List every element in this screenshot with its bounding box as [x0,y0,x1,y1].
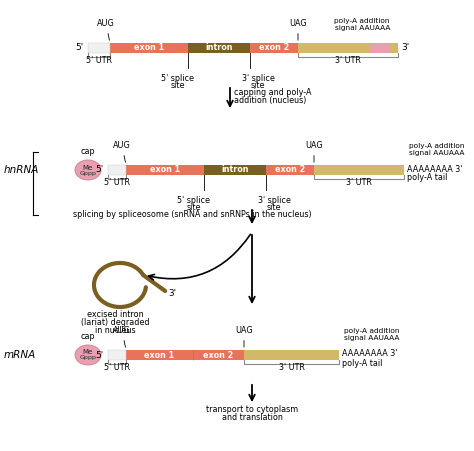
Bar [110,43,188,53]
Text: AAAAAAAA 3': AAAAAAAA 3' [407,165,462,174]
Bar [250,43,298,53]
Text: poly-A addition: poly-A addition [409,143,465,149]
Text: excised intron: excised intron [87,310,143,319]
Text: signal AAUAAA: signal AAUAAA [335,25,390,31]
Ellipse shape [75,345,101,365]
Text: in nucleus: in nucleus [95,326,135,335]
Text: site: site [251,81,265,90]
Text: 5' splice: 5' splice [177,196,210,205]
Text: exon 1: exon 1 [150,166,180,175]
Bar [298,43,398,53]
Bar [88,43,110,53]
Text: poly-A addition: poly-A addition [344,328,400,334]
Text: exon 1: exon 1 [144,350,174,359]
Text: cap: cap [81,147,95,156]
Bar [88,43,110,53]
Text: 5': 5' [96,166,104,175]
Text: exon 2: exon 2 [259,43,289,52]
Text: exon 2: exon 2 [275,166,305,175]
Text: 5': 5' [76,43,84,52]
Text: poly-A tail: poly-A tail [407,174,447,183]
Text: hnRNA: hnRNA [4,165,39,175]
Text: site: site [267,203,281,212]
Text: 5' splice: 5' splice [162,74,194,83]
Text: exon 1: exon 1 [134,43,164,52]
Bar [188,43,250,53]
Text: UAG: UAG [235,326,253,347]
Text: UAG: UAG [305,141,323,162]
Text: transport to cytoplasm: transport to cytoplasm [206,405,298,414]
Bar [108,350,126,360]
Text: AAAAAAAA 3': AAAAAAAA 3' [342,350,397,359]
Bar [370,43,390,53]
Text: 3' UTR: 3' UTR [279,363,304,372]
Text: Me: Me [83,165,93,170]
Text: 5' UTR: 5' UTR [104,178,130,187]
Bar [108,165,126,175]
Text: AUG: AUG [113,141,131,162]
Bar [204,165,266,175]
Text: signal AAUAAA: signal AAUAAA [344,335,400,341]
Ellipse shape [75,160,101,180]
Text: intron: intron [205,43,233,52]
Text: exon 2: exon 2 [203,350,233,359]
Text: 5' UTR: 5' UTR [104,363,130,372]
Text: 3' UTR: 3' UTR [335,56,361,65]
Text: addition (nucleus): addition (nucleus) [234,96,306,105]
Text: capping and poly-A: capping and poly-A [234,88,311,97]
Text: (lariat) degraded: (lariat) degraded [81,318,149,327]
Text: AUG: AUG [97,19,115,40]
Text: 3' UTR: 3' UTR [346,178,372,187]
Text: cap: cap [81,332,95,341]
Text: poly-A tail: poly-A tail [342,359,383,368]
Text: 3': 3' [168,289,176,298]
Bar [126,350,244,360]
Text: 5': 5' [96,350,104,359]
Bar [266,165,314,175]
Bar [126,165,204,175]
Text: 3' splice: 3' splice [242,74,274,83]
Text: Me: Me [83,350,93,355]
Bar [244,350,339,360]
Text: 5' UTR: 5' UTR [86,56,112,65]
Text: poly-A addition: poly-A addition [335,18,390,24]
Text: Gppp: Gppp [80,170,96,175]
Text: mRNA: mRNA [4,350,36,360]
Text: 3' splice: 3' splice [257,196,291,205]
Bar [314,165,404,175]
Text: UAG: UAG [289,19,307,40]
Text: and translation: and translation [221,413,283,422]
Text: 3': 3' [401,43,409,52]
Text: signal AAUAAA: signal AAUAAA [409,150,465,156]
Text: splicing by spliceosome (snRNA and snRNPs in the nucleus): splicing by spliceosome (snRNA and snRNP… [73,210,311,219]
Text: site: site [171,81,185,90]
Text: AUG: AUG [113,326,131,347]
Text: intron: intron [221,166,249,175]
Text: Gppp: Gppp [80,355,96,360]
Bar [108,350,126,360]
Bar [108,165,126,175]
Text: site: site [187,203,201,212]
